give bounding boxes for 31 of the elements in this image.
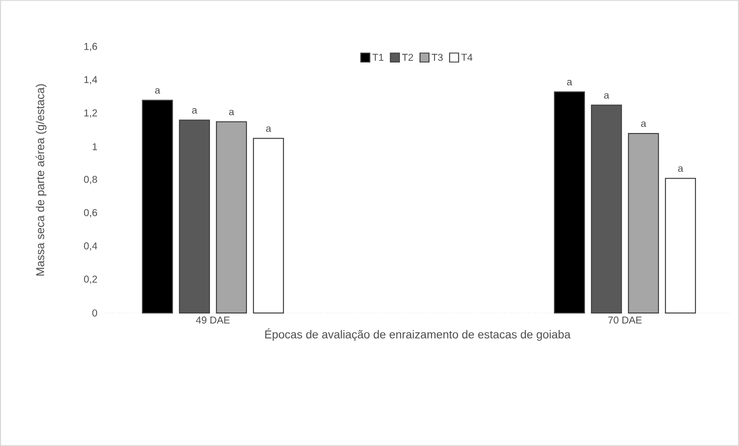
annotation: a [266,126,272,132]
annotation: a [229,110,234,116]
bar [664,178,696,314]
x-tick-label: 70 DAE [608,316,642,324]
y-tick-label: 1,6 [84,42,98,52]
y-tick-label: 1,4 [84,76,98,84]
y-tick-label: 0,8 [84,176,98,184]
legend-label: T3 [432,54,443,61]
y-tick-label: 0,6 [84,209,98,218]
bar [178,120,210,314]
annotation: a [567,80,572,86]
annotation: a [192,108,198,114]
bar [252,138,284,314]
y-tick-label: 0,2 [84,276,97,284]
legend-label: T2 [402,54,414,61]
y-tick-label: 1,2 [84,109,97,118]
y-tick-label: 0 [92,309,98,317]
bar [590,104,622,314]
bar [554,91,585,314]
annotation: a [678,166,684,172]
y-tick-label: 0,4 [84,242,98,251]
annotation: a [641,121,646,127]
legend-label: T1 [372,54,384,61]
x-tick-label: 49 DAE [196,316,230,324]
annotation: a [155,88,160,94]
bar [142,100,173,314]
y-axis-title: Massa seca de parte aérea (g/estaca) [36,84,46,276]
legend-label: T4 [461,54,472,61]
x-axis-title: Épocas de avaliação de enraizamento de estacas de goiaba [265,328,571,341]
annotation: a [604,93,610,99]
y-tick-label: 1 [92,143,97,150]
